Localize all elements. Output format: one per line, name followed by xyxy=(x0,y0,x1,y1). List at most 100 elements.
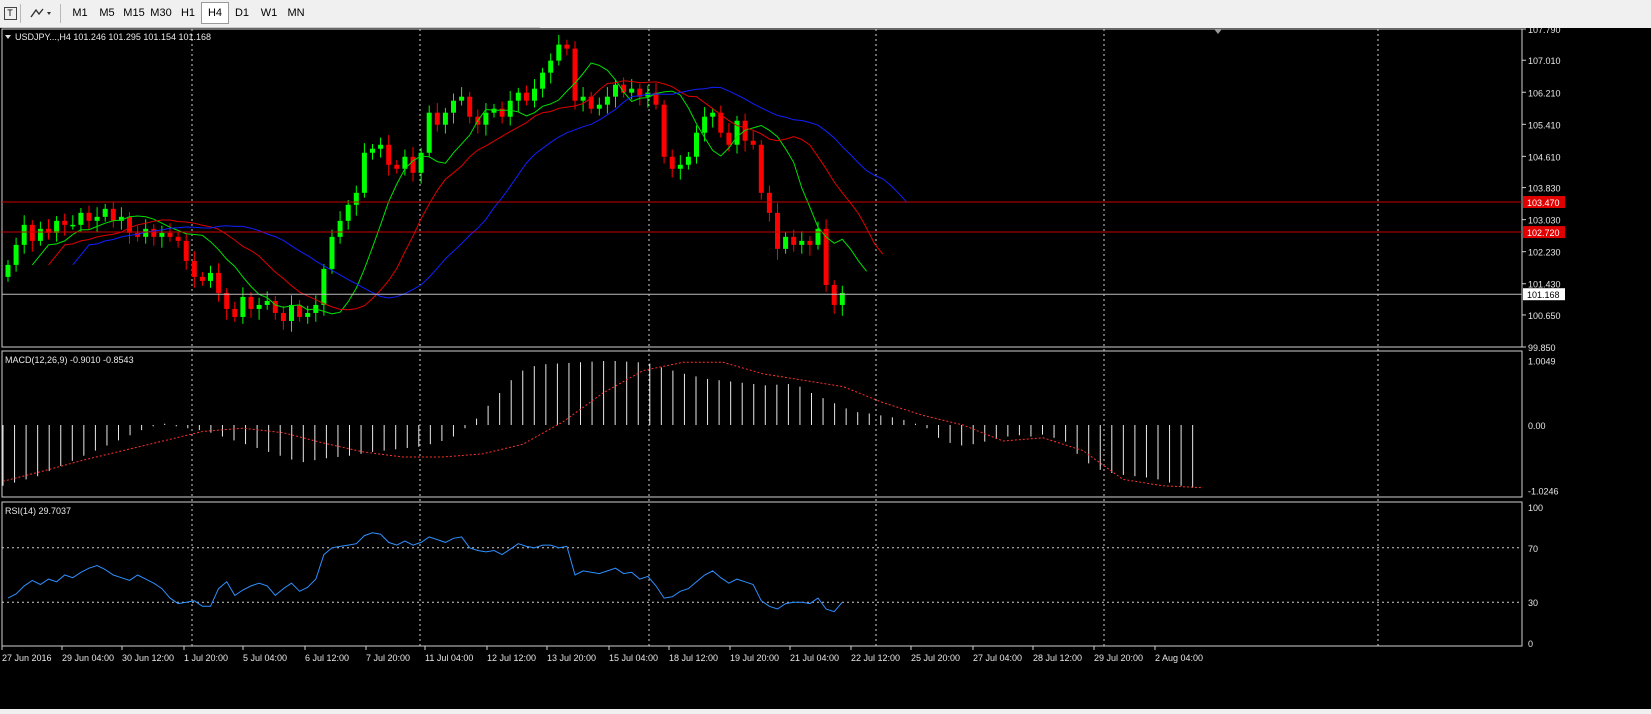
time-tick-label: 12 Jul 12:00 xyxy=(487,653,536,663)
price-tick-label: 103.030 xyxy=(1528,216,1561,226)
candle-body xyxy=(264,300,270,305)
candle-body xyxy=(815,228,821,245)
timeframe-d1-button[interactable]: D1 xyxy=(234,7,250,19)
timeframe-m1-button[interactable]: M1 xyxy=(72,7,88,19)
candle-body xyxy=(548,60,554,73)
price-tick-label: 107.010 xyxy=(1528,56,1561,66)
time-tick-label: 21 Jul 04:00 xyxy=(790,653,839,663)
level-price-label: 103.470 xyxy=(1527,198,1560,208)
candle-body xyxy=(799,240,805,245)
price-tick-label: 102.230 xyxy=(1528,248,1561,258)
candle-body xyxy=(823,228,829,285)
price-tick-label: 107.790 xyxy=(1528,28,1561,35)
candle-body xyxy=(629,88,635,93)
candle-body xyxy=(361,152,367,193)
toolbar-separator xyxy=(60,4,61,23)
candle-body xyxy=(70,224,76,227)
time-tick-label: 13 Jul 20:00 xyxy=(547,653,596,663)
ma-mid-line xyxy=(48,80,884,311)
timeframe-h4-button[interactable]: H4 xyxy=(201,2,229,24)
candle-body xyxy=(345,204,351,221)
candle-body xyxy=(175,236,181,241)
candle-body xyxy=(321,268,327,305)
candle-body xyxy=(783,236,789,249)
candle-body xyxy=(78,212,84,225)
candle-body xyxy=(653,92,659,105)
chart-area[interactable]: 107.790 107.010 106.210 105.410 104.610 103.8… xyxy=(0,25,1651,709)
timeframe-h1-button[interactable]: H1 xyxy=(180,7,196,19)
candle-body xyxy=(386,144,392,165)
price-tick-label: 106.210 xyxy=(1528,88,1561,98)
candle-body xyxy=(135,232,141,237)
chart-svg[interactable]: 107.790 107.010 106.210 105.410 104.610 103.8… xyxy=(0,25,1651,709)
price-tick-label: 105.410 xyxy=(1528,120,1561,130)
timeframe-w1-button[interactable]: W1 xyxy=(260,7,278,19)
candle-body xyxy=(118,216,124,221)
timeframe-m30-button[interactable]: M30 xyxy=(150,7,172,19)
candle-body xyxy=(13,244,19,265)
level-price-label: 101.168 xyxy=(1527,290,1560,300)
line-tools-button[interactable] xyxy=(26,2,56,24)
rsi-tick-label: 0 xyxy=(1528,639,1533,649)
candle-body xyxy=(540,72,546,89)
time-tick-label: 15 Jul 04:00 xyxy=(609,653,658,663)
timeframe-m5-button[interactable]: M5 xyxy=(99,7,115,19)
price-tick-label: 103.830 xyxy=(1528,184,1561,194)
macd-tick-label: -1.0246 xyxy=(1528,487,1559,497)
time-tick-label: 7 Jul 20:00 xyxy=(366,653,410,663)
candle-body xyxy=(580,96,586,101)
candle-body xyxy=(442,112,448,125)
time-tick-label: 27 Jul 04:00 xyxy=(973,653,1022,663)
candle-body xyxy=(402,156,408,169)
toolbar: T M1 M5 M15 M30 H1 H4 D1 W1 MN xyxy=(0,0,540,28)
candle-body xyxy=(410,156,416,173)
candle-body xyxy=(556,44,562,61)
candle-body xyxy=(256,304,262,309)
time-tick-label: 19 Jul 20:00 xyxy=(730,653,779,663)
candle-body xyxy=(702,116,708,133)
candle-body xyxy=(248,296,254,309)
candle-body xyxy=(329,236,335,269)
candle-body xyxy=(151,228,157,237)
level-price-tag xyxy=(1523,226,1565,239)
candle-body xyxy=(588,96,594,109)
time-tick-label: 1 Jul 20:00 xyxy=(184,653,228,663)
candle-body xyxy=(499,108,505,117)
line-tools-icon xyxy=(30,8,51,18)
level-price-label: 102.720 xyxy=(1527,228,1560,238)
candle-body xyxy=(191,260,197,277)
candle-body xyxy=(434,112,440,125)
candle-body xyxy=(775,212,780,249)
candle-body xyxy=(167,232,173,237)
time-tick-label: 18 Jul 12:00 xyxy=(669,653,718,663)
candle-body xyxy=(102,208,108,217)
candle-body xyxy=(127,216,132,233)
candle-body xyxy=(718,112,724,133)
candle-body xyxy=(232,308,238,317)
candle-body xyxy=(394,164,400,169)
ma-fast-line xyxy=(31,62,867,315)
candle-body xyxy=(750,140,756,145)
candle-body xyxy=(758,144,764,193)
macd-tick-label: 1.0049 xyxy=(1528,357,1556,367)
candle-body xyxy=(507,100,513,117)
chart-type-button[interactable]: T xyxy=(2,2,18,24)
candle-body xyxy=(21,224,27,245)
time-tick-label: 22 Jul 12:00 xyxy=(851,653,900,663)
candle-body xyxy=(637,88,643,97)
candle-body xyxy=(766,192,772,213)
candle-body xyxy=(604,96,610,105)
candle-body xyxy=(224,292,230,309)
candle-body xyxy=(216,272,222,293)
candle-body xyxy=(426,112,432,153)
candle-body xyxy=(532,88,537,101)
timeframe-m15-button[interactable]: M15 xyxy=(123,7,145,19)
candle-body xyxy=(289,304,294,321)
candle-body xyxy=(86,212,92,221)
time-tick-label: 28 Jul 12:00 xyxy=(1033,653,1082,663)
time-tick-label: 6 Jul 12:00 xyxy=(305,653,349,663)
chart-shift-icon xyxy=(1214,29,1222,34)
candle-body xyxy=(572,48,578,101)
timeframe-mn-button[interactable]: MN xyxy=(287,7,305,19)
candle-body xyxy=(726,132,732,145)
